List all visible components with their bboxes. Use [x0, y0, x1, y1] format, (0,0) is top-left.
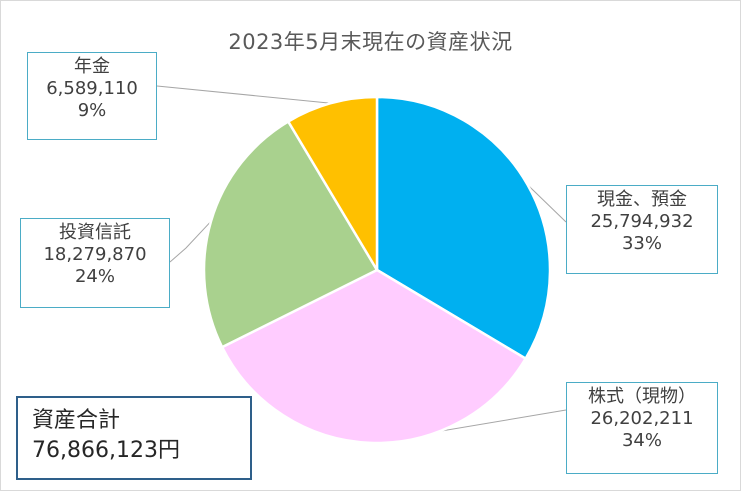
slice-label-percent: 9%: [77, 100, 107, 121]
total-assets-label: 資産合計: [32, 408, 121, 433]
leader-line: [156, 85, 332, 104]
slice-label-value: 6,589,110: [46, 78, 138, 99]
pie-slice-cash: [375, 95, 552, 360]
slice-label-name: 年金: [74, 56, 110, 77]
slice-label-value: 26,202,211: [590, 408, 694, 429]
slice-label-percent: 33%: [621, 233, 662, 254]
slice-label-stocks: 株式（現物） 26,202,211 34%: [566, 382, 718, 474]
slice-label-value: 18,279,870: [43, 244, 147, 265]
pie-slices: [202, 95, 552, 445]
slice-label-name: 株式（現物）: [588, 386, 696, 407]
pie-slice-pension: [287, 95, 379, 272]
total-assets-box: 資産合計 76,866,123円: [16, 396, 252, 480]
leader-line: [169, 220, 212, 263]
slice-label-pension: 年金 6,589,110 9%: [27, 52, 157, 140]
slice-label-value: 25,794,932: [590, 211, 694, 232]
slice-label-name: 投資信託: [59, 222, 131, 243]
leader-line: [527, 184, 567, 223]
pie-slice-stocks: [220, 268, 527, 445]
slice-label-percent: 24%: [74, 266, 115, 287]
slice-label-funds: 投資信託 18,279,870 24%: [20, 218, 170, 308]
chart-title: 2023年5月末現在の資産状況: [228, 30, 513, 54]
slice-label-percent: 34%: [621, 430, 662, 451]
pie-slice-funds: [202, 120, 379, 349]
slice-label-cash: 現金、預金 25,794,932 33%: [566, 185, 718, 274]
total-assets-value: 76,866,123円: [32, 438, 180, 463]
slice-label-name: 現金、預金: [597, 189, 687, 210]
